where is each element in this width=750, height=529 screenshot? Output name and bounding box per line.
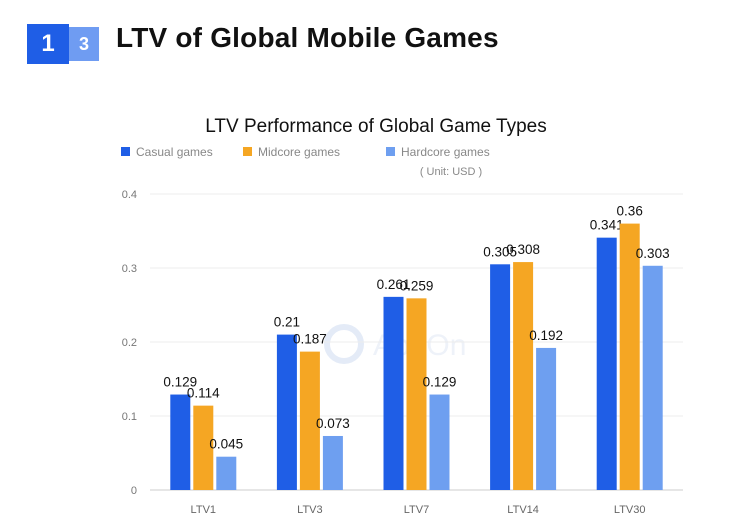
data-label: 0.308 — [506, 242, 540, 257]
y-tick-label: 0 — [131, 485, 137, 497]
data-label: 0.21 — [274, 315, 300, 330]
data-label: 0.36 — [617, 204, 643, 219]
bar — [322, 435, 343, 490]
data-label: 0.305 — [483, 244, 517, 259]
bar — [170, 394, 191, 490]
bar — [276, 334, 297, 490]
data-label: 0.129 — [163, 375, 197, 390]
data-label: 0.341 — [590, 218, 624, 233]
x-tick-label: LTV3 — [297, 504, 322, 516]
data-label: 0.303 — [636, 246, 670, 261]
bar — [596, 237, 617, 490]
legend-swatch — [243, 147, 252, 156]
data-label: 0.114 — [187, 386, 220, 401]
bar — [513, 262, 534, 490]
bar — [193, 405, 214, 490]
y-tick-label: 0.3 — [122, 263, 137, 275]
chart-title: LTV Performance of Global Game Types — [205, 116, 546, 137]
page-title: LTV of Global Mobile Games — [116, 22, 499, 53]
y-tick-label: 0.4 — [122, 189, 137, 201]
bar — [216, 456, 237, 490]
watermark-icon — [324, 324, 364, 364]
data-label: 0.187 — [293, 332, 327, 347]
bar — [429, 394, 450, 490]
bar — [619, 223, 640, 490]
subsection-number: 3 — [69, 27, 99, 61]
legend-label: Casual games — [136, 145, 213, 159]
bar — [490, 264, 511, 490]
legend-label: Hardcore games — [401, 145, 490, 159]
bar — [406, 298, 427, 490]
legend-label: Midcore games — [258, 145, 340, 159]
chart-unit-label: ( Unit: USD ) — [420, 166, 482, 178]
x-tick-label: LTV1 — [191, 504, 216, 516]
x-tick-label: LTV14 — [507, 504, 539, 516]
data-label: 0.045 — [209, 437, 243, 452]
section-badge: 1 3 — [27, 24, 99, 64]
y-tick-label: 0.1 — [122, 411, 137, 423]
data-label: 0.073 — [316, 416, 350, 431]
data-label: 0.259 — [400, 278, 434, 293]
bar — [642, 265, 663, 490]
x-tick-label: LTV30 — [614, 504, 646, 516]
data-label: 0.192 — [529, 328, 563, 343]
bar — [383, 296, 404, 490]
legend-swatch — [121, 147, 130, 156]
data-label: 0.129 — [423, 375, 457, 390]
data-label: 0.261 — [377, 277, 411, 292]
y-tick-label: 0.2 — [122, 337, 137, 349]
legend-swatch — [386, 147, 395, 156]
bar — [299, 351, 320, 490]
bar — [536, 347, 557, 490]
section-number: 1 — [27, 24, 69, 64]
x-tick-label: LTV7 — [404, 504, 429, 516]
